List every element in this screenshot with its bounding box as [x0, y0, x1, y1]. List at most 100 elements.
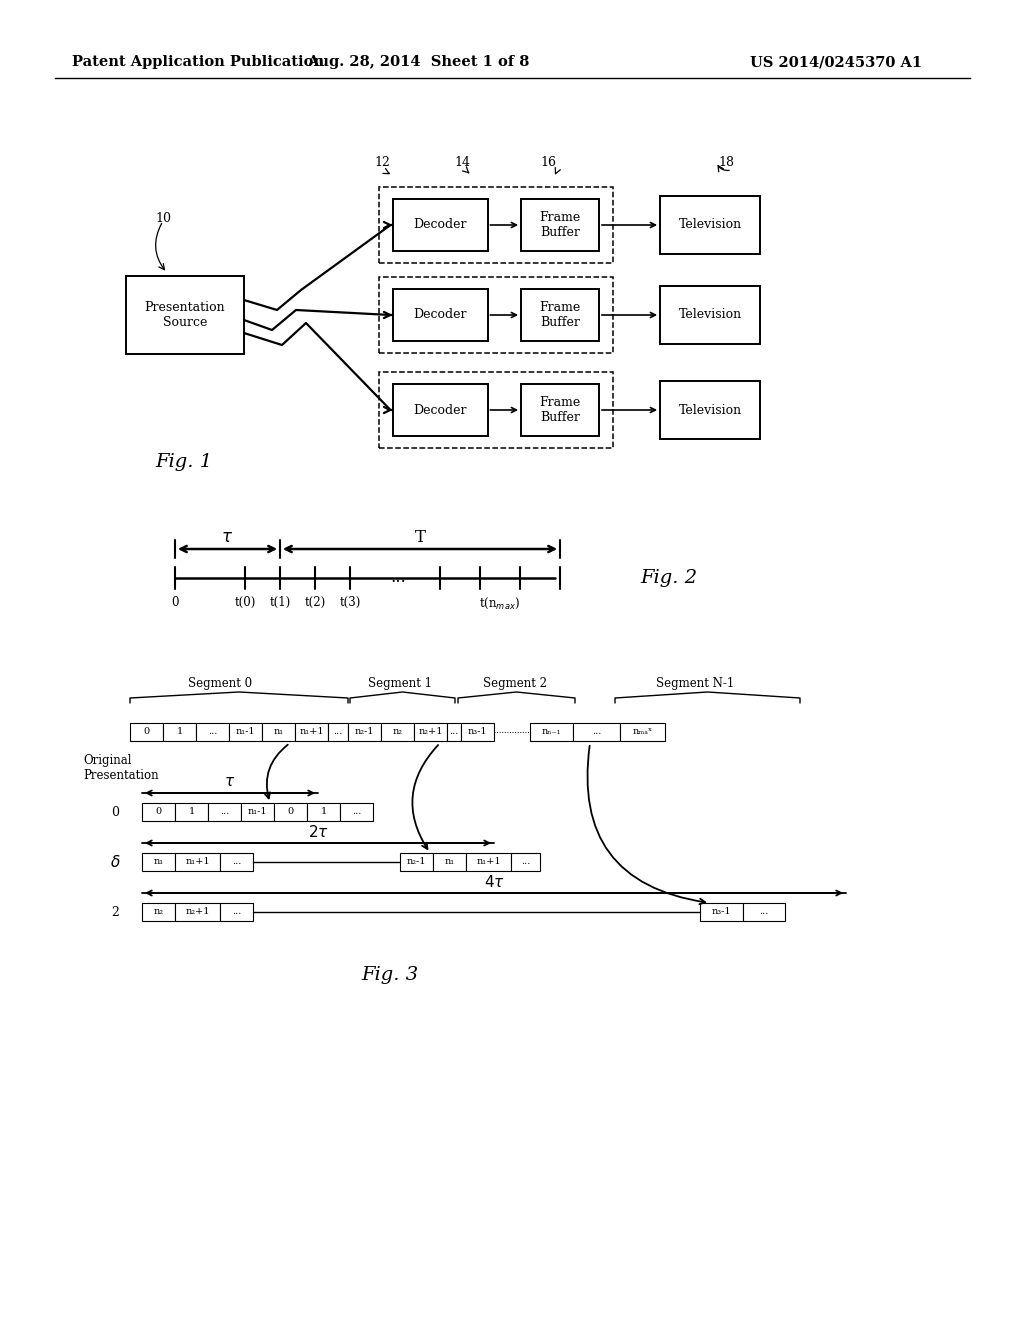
Text: n₁+1: n₁+1 — [299, 727, 324, 737]
Text: ...: ... — [231, 908, 242, 916]
Bar — [743, 903, 785, 921]
Text: ...: ... — [208, 727, 217, 737]
Text: n₁-1: n₁-1 — [248, 808, 267, 817]
Text: Presentation
Source: Presentation Source — [144, 301, 225, 329]
Text: Frame
Buffer: Frame Buffer — [540, 396, 581, 424]
Bar — [392, 384, 487, 436]
Bar — [447, 723, 461, 741]
Text: Fig. 2: Fig. 2 — [640, 569, 697, 587]
Text: T: T — [415, 528, 426, 545]
Text: Frame
Buffer: Frame Buffer — [540, 211, 581, 239]
Text: ...: ... — [450, 727, 459, 737]
Text: 2: 2 — [111, 906, 119, 919]
Bar — [620, 723, 665, 741]
Text: ...: ... — [390, 569, 406, 586]
Bar — [660, 381, 760, 440]
Bar — [660, 286, 760, 345]
Text: Patent Application Publication: Patent Application Publication — [72, 55, 324, 69]
Text: $\delta$: $\delta$ — [110, 854, 120, 870]
Text: n₂: n₂ — [154, 908, 164, 916]
Text: Segment N-1: Segment N-1 — [656, 677, 734, 690]
Bar — [229, 723, 262, 741]
Text: t(n$_{max}$): t(n$_{max}$) — [479, 597, 520, 611]
Text: Decoder: Decoder — [414, 309, 467, 322]
Bar — [381, 723, 414, 741]
Bar — [307, 803, 340, 821]
Bar — [163, 723, 196, 741]
Text: $4\tau$: $4\tau$ — [483, 874, 505, 890]
Bar — [130, 723, 163, 741]
Bar — [328, 723, 348, 741]
Text: 1: 1 — [188, 808, 195, 817]
Text: Aug. 28, 2014  Sheet 1 of 8: Aug. 28, 2014 Sheet 1 of 8 — [307, 55, 529, 69]
Text: US 2014/0245370 A1: US 2014/0245370 A1 — [750, 55, 923, 69]
Bar — [392, 199, 487, 251]
Bar — [340, 803, 373, 821]
Text: 0: 0 — [156, 808, 162, 817]
Text: 0: 0 — [171, 597, 179, 609]
Bar — [379, 187, 613, 263]
Text: ...: ... — [334, 727, 343, 737]
Bar — [220, 903, 253, 921]
Bar — [295, 723, 328, 741]
Bar — [142, 803, 175, 821]
Bar — [175, 803, 208, 821]
Bar — [348, 723, 381, 741]
Bar — [521, 199, 599, 251]
Text: $\tau$: $\tau$ — [221, 528, 233, 545]
Text: n₂-1: n₂-1 — [407, 858, 426, 866]
Text: n₁: n₁ — [273, 727, 284, 737]
Text: 10: 10 — [155, 211, 171, 224]
Text: n₃-1: n₃-1 — [712, 908, 731, 916]
Text: t(1): t(1) — [269, 597, 291, 609]
Text: t(0): t(0) — [234, 597, 256, 609]
Text: $2\tau$: $2\tau$ — [307, 824, 329, 840]
Bar — [196, 723, 229, 741]
Text: n₂+1: n₂+1 — [185, 908, 210, 916]
Bar — [274, 803, 307, 821]
Bar — [660, 195, 760, 253]
Text: Segment 2: Segment 2 — [483, 677, 547, 690]
Text: n₁: n₁ — [444, 858, 455, 866]
Text: ...: ... — [231, 858, 242, 866]
Bar — [530, 723, 573, 741]
Text: 18: 18 — [718, 156, 734, 169]
Text: 0: 0 — [143, 727, 150, 737]
Text: 1: 1 — [321, 808, 327, 817]
Text: t(2): t(2) — [304, 597, 326, 609]
Text: 16: 16 — [540, 156, 556, 169]
Text: 0: 0 — [288, 808, 294, 817]
Text: ...: ... — [352, 808, 361, 817]
Text: t(3): t(3) — [339, 597, 360, 609]
Text: Decoder: Decoder — [414, 219, 467, 231]
Text: ...: ... — [521, 858, 530, 866]
Text: n₁+1: n₁+1 — [476, 858, 501, 866]
Bar — [521, 384, 599, 436]
Bar — [220, 853, 253, 871]
Bar — [466, 853, 511, 871]
Text: Television: Television — [679, 309, 741, 322]
Text: 14: 14 — [454, 156, 470, 169]
Bar — [126, 276, 244, 354]
Text: 12: 12 — [374, 156, 390, 169]
Text: 0: 0 — [111, 805, 119, 818]
Bar — [175, 853, 220, 871]
Text: Original
Presentation: Original Presentation — [83, 754, 159, 781]
Bar — [262, 723, 295, 741]
Bar — [392, 289, 487, 341]
Bar — [379, 372, 613, 447]
Text: n₂: n₂ — [392, 727, 402, 737]
Bar — [511, 853, 540, 871]
Bar — [400, 853, 433, 871]
Bar — [521, 289, 599, 341]
Text: Segment 0: Segment 0 — [188, 677, 252, 690]
Text: n₃-1: n₃-1 — [468, 727, 487, 737]
Text: n₁+1: n₁+1 — [185, 858, 210, 866]
Bar — [175, 903, 220, 921]
Bar — [433, 853, 466, 871]
Text: Fig. 1: Fig. 1 — [155, 453, 212, 471]
Text: ...: ... — [592, 727, 601, 737]
Text: 1: 1 — [176, 727, 182, 737]
Text: $\tau$: $\tau$ — [224, 775, 236, 789]
Bar — [700, 903, 743, 921]
